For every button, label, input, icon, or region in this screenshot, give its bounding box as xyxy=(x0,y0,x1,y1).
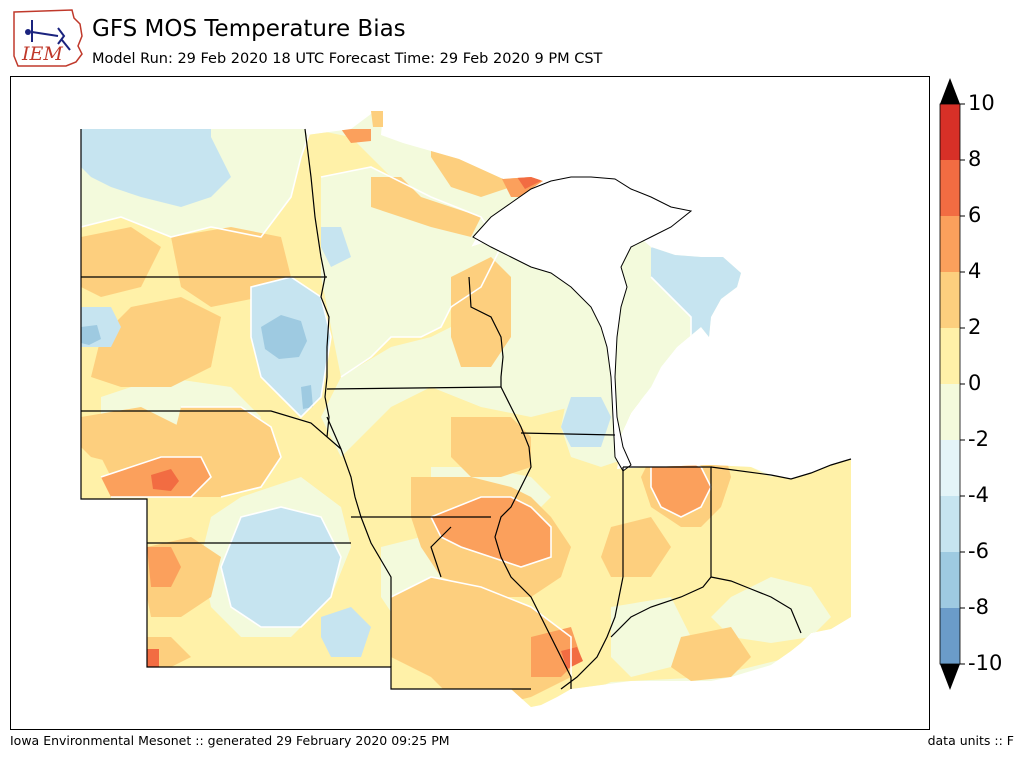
colorbar-extend-min xyxy=(940,664,960,690)
colorbar-graphic xyxy=(939,78,965,690)
border-mn-ia xyxy=(326,386,502,390)
colorbar-band xyxy=(940,608,960,665)
iem-logo: IEM xyxy=(10,6,86,68)
colorbar-band xyxy=(940,328,960,385)
colorbar-tick-label: -2 xyxy=(968,427,989,451)
map-panel xyxy=(10,76,930,730)
border-wi-il xyxy=(520,432,616,436)
colorbar-band xyxy=(940,384,960,441)
border-ia-mo-west xyxy=(326,416,392,667)
colorbar-band xyxy=(940,272,960,329)
band-neg4-to-neg6 xyxy=(81,315,757,409)
great-lakes xyxy=(371,111,693,472)
lake-superior-michigan xyxy=(472,176,693,472)
map-subtitle: Model Run: 29 Feb 2020 18 UTC Forecast T… xyxy=(92,51,603,67)
colorbar-tick-label: 10 xyxy=(968,91,995,115)
filled-contours xyxy=(81,111,851,707)
colorbar-tick-label: 6 xyxy=(968,203,982,227)
colorbar-band xyxy=(940,160,960,217)
border-mn-wi xyxy=(468,276,504,387)
colorbar-tick-label: 8 xyxy=(968,147,982,171)
border-sd-ne xyxy=(81,410,342,450)
colorbar-band xyxy=(940,216,960,273)
state-borders xyxy=(80,128,852,690)
colorbar-tick-label: 2 xyxy=(968,315,982,339)
footer-credit: Iowa Environmental Mesonet :: generated … xyxy=(10,733,450,748)
map-title: GFS MOS Temperature Bias xyxy=(92,16,406,42)
colorbar: 10 8 6 4 2 0 -2 -4 -6 -8 -10 xyxy=(938,76,1024,692)
colorbar-extend-max xyxy=(940,78,960,104)
colorbar-tick-label: -10 xyxy=(968,651,1003,675)
colorbar-tick-label: 4 xyxy=(968,259,982,283)
colorbar-band xyxy=(940,440,960,497)
colorbar-band xyxy=(940,104,960,161)
border-il-in xyxy=(560,467,624,690)
colorbar-tick-label: 0 xyxy=(968,371,982,395)
border-in-oh xyxy=(610,466,712,638)
colorbar-tick-label: -8 xyxy=(968,595,989,619)
border-oh-ky xyxy=(710,576,802,634)
colorbar-tick-label: -6 xyxy=(968,539,989,563)
border-mi-oh xyxy=(710,458,852,480)
border-outer-west xyxy=(80,129,531,690)
border-river-detail xyxy=(430,526,452,578)
border-mississippi xyxy=(494,386,572,689)
footer-units: data units :: F xyxy=(927,733,1014,748)
logo-text: IEM xyxy=(21,43,63,65)
colorbar-band xyxy=(940,552,960,609)
border-nd-mn xyxy=(304,128,330,438)
temperature-bias-map xyxy=(80,111,852,707)
colorbar-band xyxy=(940,496,960,553)
colorbar-tick-label: -4 xyxy=(968,483,989,507)
